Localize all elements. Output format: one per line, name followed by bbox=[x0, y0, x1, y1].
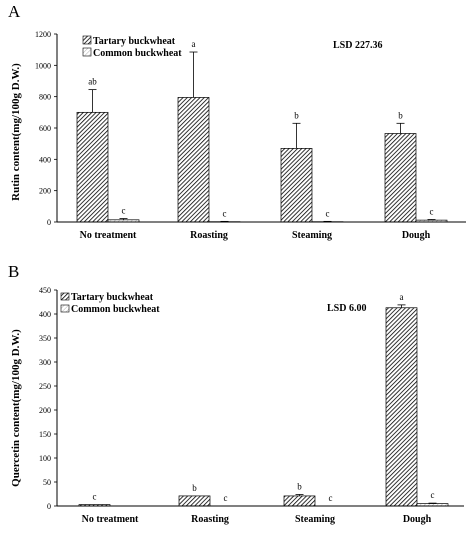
y-tick-label: 250 bbox=[39, 382, 51, 391]
panel-a-bars: ab c a c b c b c bbox=[76, 39, 448, 223]
significance-label: a bbox=[400, 292, 404, 302]
y-tick-label: 150 bbox=[39, 430, 51, 439]
panel-a-lsd-annotation: LSD 227.36 bbox=[333, 40, 382, 51]
y-tick-label: 0 bbox=[47, 218, 51, 227]
y-tick-label: 350 bbox=[39, 334, 51, 343]
panel-a: A Rutin content(mg/100g D.W.) 0 200 400 600… bbox=[8, 2, 466, 241]
category-label-roasting: Roasting bbox=[191, 514, 229, 525]
y-tick-label: 400 bbox=[39, 155, 51, 164]
bar-tartary-buckwheat-dough bbox=[384, 133, 417, 223]
panel-b-letter: B bbox=[8, 262, 19, 281]
significance-label: b bbox=[294, 110, 299, 120]
panel-a-letter: A bbox=[8, 2, 21, 21]
y-tick-label: 800 bbox=[39, 93, 51, 102]
significance-label: a bbox=[192, 39, 196, 49]
bar-tartary-buckwheat-no-treatment bbox=[76, 111, 109, 223]
y-tick-label: 200 bbox=[39, 406, 51, 415]
significance-label: c bbox=[93, 492, 97, 502]
legend-label-common: Common buckwheat bbox=[71, 304, 160, 315]
y-tick-label: 100 bbox=[39, 454, 51, 463]
category-label-steaming: Steaming bbox=[295, 514, 335, 525]
y-tick-label: 1000 bbox=[35, 61, 51, 70]
category-label-no-treatment: No treatment bbox=[82, 514, 139, 525]
y-tick-label: 600 bbox=[39, 124, 51, 133]
significance-label: c bbox=[326, 208, 330, 218]
bar-tartary-buckwheat-roasting bbox=[177, 97, 210, 223]
panel-b-axes bbox=[56, 290, 464, 507]
category-label-steaming: Steaming bbox=[292, 230, 332, 241]
panel-b-y-axis-label: Quercetin content(mg/100g D.W.) bbox=[10, 329, 22, 487]
significance-label: c bbox=[122, 206, 126, 216]
category-label-roasting: Roasting bbox=[190, 230, 228, 241]
panel-b-lsd-annotation: LSD 6.00 bbox=[327, 303, 366, 314]
panel-b-y-ticks: 0 50 100 150 200 250 300 350 400 450 bbox=[39, 286, 57, 511]
significance-label: c bbox=[431, 490, 435, 500]
bar-tartary-buckwheat-steaming bbox=[280, 148, 313, 223]
bar-tartary-buckwheat-dough bbox=[385, 307, 418, 507]
legend-label-tartary: Tartary buckwheat bbox=[71, 292, 154, 303]
panel-a-y-axis-label: Rutin content(mg/100g D.W.) bbox=[10, 63, 22, 201]
panel-a-axes bbox=[56, 34, 466, 223]
significance-label: c bbox=[430, 206, 434, 216]
significance-label: c bbox=[329, 493, 333, 503]
y-tick-label: 50 bbox=[43, 478, 51, 487]
category-label-dough: Dough bbox=[402, 230, 431, 241]
legend-swatch-tartary bbox=[60, 292, 70, 301]
panel-b: B Quercetin content(mg/100g D.W.) 0 50 100… bbox=[8, 262, 464, 525]
legend-label-tartary: Tartary buckwheat bbox=[93, 36, 176, 47]
panel-b-category-labels: No treatment Roasting Steaming Dough bbox=[82, 514, 432, 525]
significance-label: b bbox=[192, 483, 197, 493]
y-tick-label: 400 bbox=[39, 310, 51, 319]
bar-tartary-buckwheat-steaming bbox=[283, 495, 316, 507]
panel-b-bars: c b c b c a c bbox=[78, 292, 449, 507]
significance-label: ab bbox=[88, 77, 97, 87]
legend-swatch-common bbox=[60, 304, 70, 313]
panel-a-y-ticks: 0 200 400 600 800 1000 1200 bbox=[35, 30, 57, 227]
y-tick-label: 1200 bbox=[35, 30, 51, 39]
y-tick-label: 300 bbox=[39, 358, 51, 367]
significance-label: c bbox=[224, 493, 228, 503]
bar-tartary-buckwheat-roasting bbox=[178, 495, 211, 507]
panel-b-legend: Tartary buckwheat Common buckwheat bbox=[60, 292, 160, 315]
significance-label: b bbox=[398, 110, 403, 120]
significance-label: b bbox=[297, 481, 302, 491]
y-tick-label: 200 bbox=[39, 187, 51, 196]
y-tick-label: 0 bbox=[47, 502, 51, 511]
y-tick-label: 450 bbox=[39, 286, 51, 295]
legend-swatch-common bbox=[82, 47, 92, 57]
legend-label-common: Common buckwheat bbox=[93, 48, 182, 59]
category-label-dough: Dough bbox=[403, 514, 432, 525]
legend-swatch-tartary bbox=[82, 35, 92, 45]
panel-a-legend: Tartary buckwheat Common buckwheat bbox=[82, 35, 182, 59]
panel-a-category-labels: No treatment Roasting Steaming Dough bbox=[80, 230, 431, 241]
category-label-no-treatment: No treatment bbox=[80, 230, 137, 241]
significance-label: c bbox=[223, 208, 227, 218]
